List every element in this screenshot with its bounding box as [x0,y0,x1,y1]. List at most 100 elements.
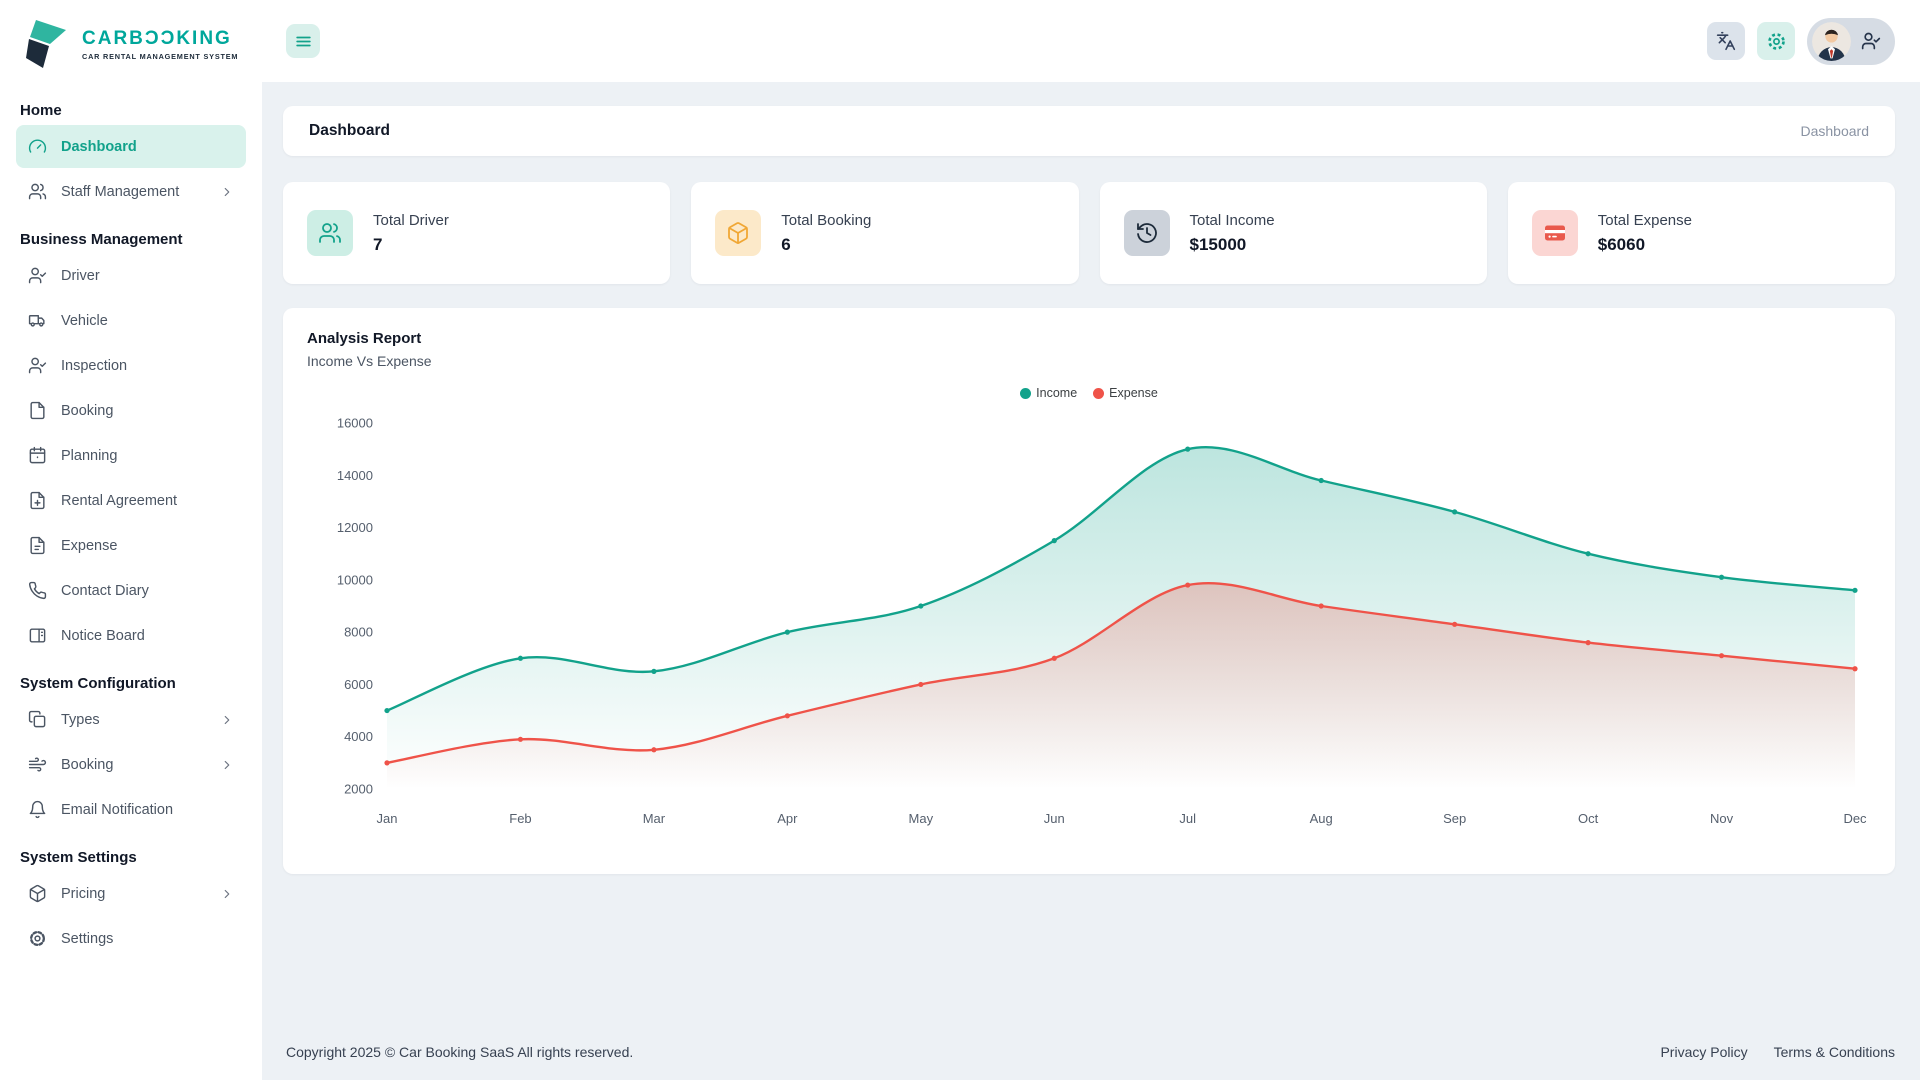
sidebar-item-planning[interactable]: Planning [16,434,246,477]
income-point [1718,574,1725,580]
stat-card-value: $6060 [1597,234,1646,254]
user-menu[interactable] [1807,17,1895,65]
x-axis-tick: Nov [1710,811,1734,826]
sidebar-item-label: Expense [61,537,118,554]
user-check-icon [1861,31,1881,51]
income-point [918,603,924,609]
sidebar-item-label: Dashboard [61,138,137,155]
x-axis-tick: Feb [509,811,531,826]
sidebar-item-label: Settings [61,930,114,947]
sidebar-item-contact-diary[interactable]: Contact Diary [16,569,246,612]
legend-item-expense[interactable]: Expense [1093,383,1158,403]
expense-point [918,681,924,688]
stat-card-value: 7 [373,234,383,254]
privacy-policy-link[interactable]: Privacy Policy [1660,1044,1748,1060]
y-axis-tick: 6000 [344,677,373,692]
analysis-report-card: Analysis Report Income Vs Expense Income… [283,308,1895,874]
x-axis-tick: May [909,811,934,826]
sidebar-item-settings[interactable]: Settings [16,917,246,960]
sidebar-item-booking[interactable]: Booking [16,389,246,432]
sidebar-item-pricing[interactable]: Pricing [16,872,246,915]
stat-card-value: 6 [781,234,791,254]
expense-line [386,581,1856,765]
stat-card-total-driver: Total Driver 7 [283,182,671,284]
sidebar-item-label: Pricing [61,885,106,902]
sidebar-item-driver[interactable]: Driver [16,254,246,297]
expense-point [1585,640,1591,646]
chart-legend: Income Expense [307,383,1871,403]
sidebar-item-expense[interactable]: Expense [16,524,246,567]
income-point [651,668,657,674]
sidebar-item-email-notification[interactable]: Email Notification [16,788,246,831]
expense-point [384,760,390,766]
x-axis-tick: Jun [1044,811,1065,826]
sidebar-item-label: Types [61,711,100,728]
x-axis-tick: Jul [1179,811,1196,826]
sidebar-item-vehicle[interactable]: Vehicle [16,299,246,342]
notice-board-icon [28,626,47,645]
page-header-card: Dashboard Dashboard [283,106,1895,156]
legend-item-income[interactable]: Income [1020,383,1077,403]
translate-button[interactable] [1707,22,1745,60]
stat-card-title: Total Booking [781,211,872,229]
stat-card-title: Total Income [1189,211,1275,229]
income-point [784,629,790,635]
sidebar-item-label: Email Notification [61,801,174,818]
expense-point [1452,621,1458,627]
chevron-right-icon [220,713,234,727]
sidebar-item-label: Notice Board [61,627,145,644]
sidebar-item-label: Vehicle [61,312,108,329]
sidebar-section-header: Business Management [20,231,183,248]
breadcrumb: Dashboard [1800,123,1870,139]
main-area: Dashboard Dashboard Total Driver 7 Total B… [262,0,1920,1080]
logo: CARBƆƆKING CAR RENTAL MANAGEMENT SYSTEM [16,14,246,84]
expense-area [387,583,1855,789]
sidebar-item-label: Staff Management [61,183,180,200]
income-expense-chart: 16000 14000 12000 10000 8000 6000 4000 2000 Jan F… [337,416,1867,827]
settings-button[interactable] [1757,22,1795,60]
y-axis-tick: 8000 [344,625,373,640]
dashboard-gauge-icon [28,137,47,156]
sidebar-section-header: Home [20,102,62,119]
sidebar-item-inspection[interactable]: Inspection [16,344,246,387]
credit-card-icon [1531,210,1578,256]
expense-point [1051,655,1057,661]
sidebar-item-booking[interactable]: Booking [16,743,246,786]
phone-icon [28,581,47,600]
x-axis-tick: Dec [1843,811,1867,826]
sidebar-item-label: Driver [61,267,100,284]
chevron-right-icon [220,185,234,199]
footer-links: Privacy Policy Terms & Conditions [1660,1044,1895,1060]
x-axis-tick: Jan [377,811,398,826]
users-icon [28,182,47,201]
legend-dot [1020,387,1032,399]
menu-button[interactable] [286,24,320,58]
sidebar-item-dashboard[interactable]: Dashboard [16,125,246,168]
sidebar-item-label: Contact Diary [61,582,149,599]
terms-conditions-link[interactable]: Terms & Conditions [1773,1044,1895,1060]
chart-title: Analysis Report [307,330,422,347]
avatar [1812,21,1851,61]
copy-icon [28,710,47,729]
sidebar-nav: Home Dashboard Staff Management Business Ma… [16,102,246,960]
income-point [1051,538,1057,544]
sidebar-item-types[interactable]: Types [16,698,246,741]
chevron-right-icon [220,887,234,901]
x-axis-tick: Sep [1443,811,1466,826]
sidebar-item-staff-management[interactable]: Staff Management [16,170,246,213]
sidebar-item-label: Planning [61,447,118,464]
file-plus-icon [28,491,47,510]
x-axis-tick: Apr [777,811,798,826]
logo-subtitle: CAR RENTAL MANAGEMENT SYSTEM [82,51,239,61]
sidebar-section-header: System Configuration [20,675,176,692]
user-check-icon [28,266,47,285]
y-axis-tick: 4000 [344,729,373,744]
sidebar-item-label: Inspection [61,357,128,374]
sidebar-item-rental-agreement[interactable]: Rental Agreement [16,479,246,522]
stat-card-title: Total Expense [1597,211,1692,229]
sidebar: CARBƆƆKING CAR RENTAL MANAGEMENT SYSTEM … [0,0,262,1080]
file-icon [28,401,47,420]
footer: Copyright 2025 © Car Booking SaaS All ri… [283,1036,1895,1066]
sidebar-item-notice-board[interactable]: Notice Board [16,614,246,657]
